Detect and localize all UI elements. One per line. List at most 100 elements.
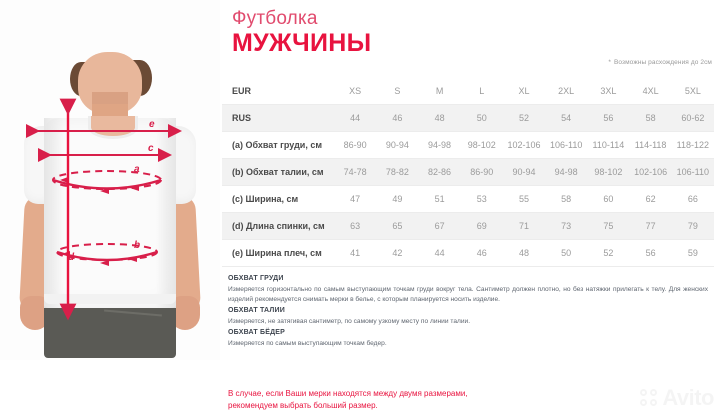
table-cell: 63 [350, 221, 361, 231]
footer-line-1: В случае, если Ваши мерки находятся межд… [228, 389, 468, 398]
table-cell: 94-98 [428, 140, 452, 150]
measurement-descriptions: ОБХВАТ ГРУДИ Измеряется горизонтально по … [228, 274, 708, 350]
table-cell: 46 [392, 113, 403, 123]
arrow-a-right [130, 185, 139, 191]
table-cell: 79 [687, 221, 698, 231]
table-cell: 60-62 [681, 113, 705, 123]
description-text: Измеряется по самым выступающим точкам б… [228, 340, 387, 348]
avito-logo-icon [640, 388, 660, 408]
arrow-b-right [128, 256, 137, 262]
table-cell: 49 [392, 194, 403, 204]
table-cell: 55 [518, 194, 529, 204]
table-cell: 56 [645, 248, 656, 258]
tshirt-shadow-left [44, 118, 64, 308]
disclaimer-note: * Возможны расхождения до 2см [608, 59, 712, 66]
row-header: (d) Длина спинки, см [232, 221, 325, 231]
table-cell: 50 [561, 248, 572, 258]
table-row: (d) Длина спинки, см 63 65 67 69 71 73 75 77 79 [222, 212, 714, 240]
table-cell: 75 [603, 221, 614, 231]
table-cell: 110-114 [592, 140, 625, 150]
row-header: (b) Обхват талии, см [232, 167, 324, 177]
table-cell: 86-90 [343, 140, 367, 150]
table-cell: 86-90 [470, 167, 494, 177]
table-cell: 82-86 [428, 167, 452, 177]
table-cell: 98-102 [467, 140, 496, 150]
table-cell: 44 [434, 248, 445, 258]
diagram-label-b: b [134, 240, 141, 251]
table-cell: 47 [350, 194, 361, 204]
table-cell: 67 [434, 221, 445, 231]
disclaimer-text: Возможны расхождения до 2см [613, 59, 712, 66]
chart-content: Футболка МУЖЧИНЫ * Возможны расхождения д… [220, 0, 720, 417]
table-cell: 42 [392, 248, 403, 258]
arrow-b-mid [100, 260, 109, 266]
table-cell: 66 [687, 194, 698, 204]
table-cell: 50 [476, 113, 487, 123]
table-cell: 51 [434, 194, 445, 204]
description-heading: ОБХВАТ ГРУДИ [228, 275, 284, 282]
table-row: (c) Ширина, см 47 49 51 53 55 58 60 62 66 [222, 186, 714, 213]
table-cell: 44 [350, 113, 361, 123]
table-cell: 73 [561, 221, 572, 231]
table-cell: 65 [392, 221, 403, 231]
measurement-diagram-pane: e c a b d [0, 0, 220, 417]
table-row: EUR XS S M L XL 2XL 3XL 4XL 5XL [222, 78, 714, 105]
table-cell: 106-110 [549, 140, 583, 150]
size-table-body: EUR XS S M L XL 2XL 3XL 4XL 5XL RUS 44 46 48 50 52 54 56 5… [222, 78, 714, 267]
table-cell: 2XL [558, 86, 575, 96]
table-cell: 98-102 [594, 167, 623, 177]
table-cell: 90-94 [385, 140, 409, 150]
table-cell: L [479, 86, 485, 96]
table-cell: 60 [603, 194, 614, 204]
table-cell: 48 [434, 113, 445, 123]
table-cell: 58 [645, 113, 656, 123]
diagram-label-c: c [148, 143, 154, 154]
table-row: (b) Обхват талии, см 74-78 78-82 82-86 86-90… [222, 158, 714, 186]
row-header: RUS [232, 113, 252, 123]
table-row: (a) Обхват груди, см 86-90 90-94 94-98 98-10… [222, 132, 714, 159]
table-cell: 4XL [642, 86, 659, 96]
measurement-lines-svg [26, 98, 182, 321]
table-cell: 102-106 [507, 140, 541, 150]
description-heading: ОБХВАТ ТАЛИИ [228, 307, 285, 315]
table-cell: 74-78 [343, 167, 367, 177]
table-cell: 54 [561, 113, 572, 123]
avito-watermark: Avito [640, 385, 714, 411]
table-cell: 114-118 [634, 140, 667, 150]
row-header: EUR [232, 86, 252, 96]
table-row: (e) Ширина плеч, см 41 42 44 46 48 50 52 56 59 [222, 240, 714, 267]
page-subtitle: Футболка [232, 8, 318, 29]
table-cell: 5XL [684, 86, 701, 96]
table-cell: 56 [603, 113, 614, 123]
measurement-overlay: e c a b d [0, 0, 220, 360]
description-text: Измеряется, не затягивая сантиметр, по с… [228, 318, 471, 326]
table-cell: 41 [350, 248, 361, 258]
diagram-label-d: d [68, 252, 75, 263]
table-cell: 118-122 [676, 140, 710, 150]
table-cell: 52 [518, 113, 529, 123]
table-cell: 3XL [600, 86, 617, 96]
diagram-label-a: a [134, 164, 140, 175]
table-cell: XS [349, 86, 362, 96]
table-cell: XL [518, 86, 530, 96]
avito-watermark-text: Avito [662, 385, 714, 411]
table-cell: 46 [476, 248, 487, 258]
tshirt-shadow-right [156, 118, 176, 308]
row-header: (c) Ширина, см [232, 194, 299, 204]
table-cell: S [394, 86, 401, 96]
table-row: RUS 44 46 48 50 52 54 56 58 60-62 [222, 104, 714, 132]
row-header: (e) Ширина плеч, см [232, 248, 322, 258]
table-cell: 78-82 [385, 167, 409, 177]
size-table: EUR XS S M L XL 2XL 3XL 4XL 5XL RUS 44 46 48 50 52 54 56 5… [222, 78, 714, 267]
description-heading: ОБХВАТ БЁДЕР [228, 329, 286, 337]
footer-recommendation: В случае, если Ваши мерки находятся межд… [228, 388, 628, 412]
asterisk-icon: * [608, 59, 611, 66]
arrow-a-mid [100, 188, 109, 194]
table-cell: 77 [645, 221, 656, 231]
table-cell: M [435, 86, 444, 96]
description-text: Измеряется горизонтально по самым выступ… [228, 285, 708, 304]
table-cell: 52 [603, 248, 614, 258]
row-header: (a) Обхват груди, см [232, 140, 322, 150]
table-cell: 102-106 [634, 167, 668, 177]
